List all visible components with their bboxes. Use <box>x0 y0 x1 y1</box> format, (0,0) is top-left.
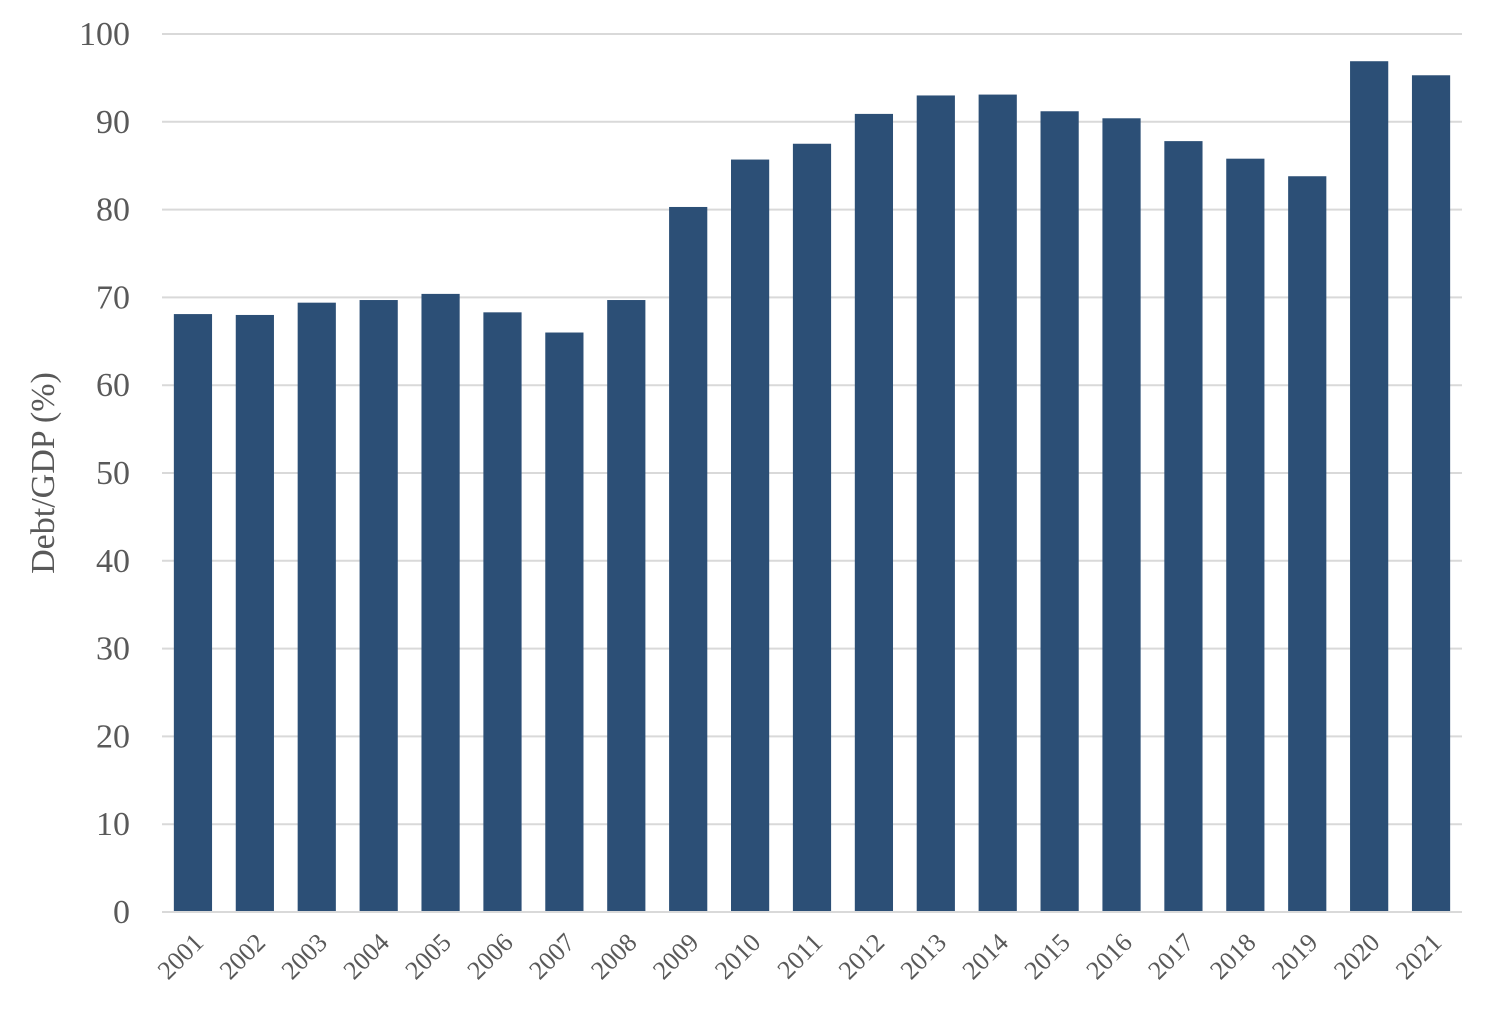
bar-2020 <box>1350 61 1389 913</box>
bar-2007 <box>545 332 584 912</box>
y-tick-label: 70 <box>96 279 130 316</box>
y-tick-label: 30 <box>96 631 130 668</box>
x-tick-label: 2005 <box>400 928 457 985</box>
x-tick-label: 2006 <box>461 928 518 985</box>
bar-2017 <box>1164 141 1203 912</box>
bar-2010 <box>731 159 770 913</box>
y-tick-label: 0 <box>113 894 130 931</box>
bar-2004 <box>359 300 398 912</box>
y-tick-label: 40 <box>96 543 130 580</box>
x-tick-label: 2020 <box>1328 928 1385 985</box>
y-tick-label: 50 <box>96 455 130 492</box>
bars <box>173 61 1451 913</box>
x-tick-label: 2017 <box>1142 928 1199 985</box>
x-tick-label: 2014 <box>957 928 1014 985</box>
x-tick-label: 2021 <box>1390 928 1447 985</box>
bar-2005 <box>421 293 460 912</box>
x-tick-label: 2003 <box>276 928 333 985</box>
x-tick-label: 2009 <box>647 928 704 985</box>
bar-2013 <box>916 95 955 912</box>
bar-2012 <box>854 113 894 912</box>
x-tick-label: 2016 <box>1080 928 1137 985</box>
x-tick-label: 2019 <box>1266 928 1323 985</box>
bar-2015 <box>1040 111 1079 912</box>
x-tick-label: 2013 <box>895 928 952 985</box>
bar-2001 <box>173 314 213 913</box>
bar-2014 <box>978 94 1017 912</box>
x-tick-label: 2010 <box>709 928 766 985</box>
x-tick-label: 2002 <box>214 928 271 985</box>
bar-2009 <box>669 206 708 913</box>
bar-2016 <box>1102 118 1141 913</box>
bar-2019 <box>1288 176 1327 913</box>
bar-2003 <box>297 302 336 912</box>
x-tick-label: 2008 <box>585 928 642 985</box>
bar-2008 <box>607 300 646 912</box>
y-tick-label: 10 <box>96 806 130 843</box>
bar-2002 <box>235 314 274 913</box>
bar-2011 <box>792 143 832 912</box>
x-tick-label: 2007 <box>523 928 580 985</box>
x-tick-label: 2004 <box>338 928 395 985</box>
y-tick-label: 60 <box>96 367 130 404</box>
bar-2006 <box>483 312 522 913</box>
x-tick-label: 2012 <box>833 928 890 985</box>
x-tick-label: 2011 <box>772 928 829 985</box>
y-tick-label: 20 <box>96 718 130 755</box>
bar-2021 <box>1411 75 1451 912</box>
y-tick-label: 100 <box>79 16 130 53</box>
x-tick-label: 2015 <box>1019 928 1076 985</box>
bar-2018 <box>1226 158 1265 912</box>
x-tick-label: 2001 <box>152 928 209 985</box>
y-axis-title: Debt/GDP (%) <box>25 372 62 574</box>
y-tick-label: 90 <box>96 104 130 141</box>
x-tick-label: 2018 <box>1204 928 1261 985</box>
y-tick-label: 80 <box>96 192 130 229</box>
